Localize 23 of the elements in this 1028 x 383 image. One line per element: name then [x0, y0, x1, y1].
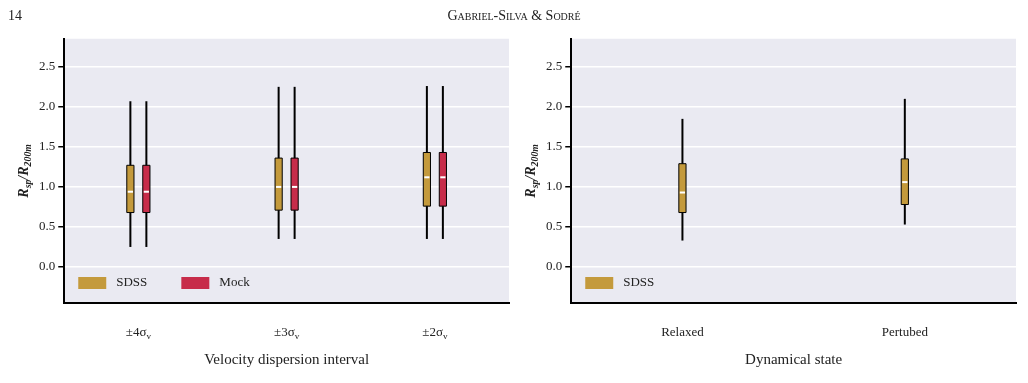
y-tick-label: 2.0 — [39, 98, 56, 114]
legend-label: SDSS — [623, 274, 655, 290]
x-axis-title: Velocity dispersion interval — [204, 350, 370, 367]
y-tick-label: 1.5 — [39, 138, 56, 154]
y-tick-label: 0.5 — [546, 218, 563, 234]
y-tick-label: 2.0 — [546, 98, 563, 114]
y-tick-label: 0.5 — [39, 218, 56, 234]
x-tick-label: Relaxed — [661, 324, 705, 340]
y-tick-label: 1.5 — [546, 138, 563, 154]
y-tick-label: 1.0 — [546, 178, 563, 194]
y-tick-label: 2.5 — [39, 58, 56, 74]
chart-title: Gabriel-Silva & Sodré — [447, 8, 581, 23]
x-tick-label: Pertubed — [881, 324, 929, 340]
y-axis-title: Rsp/R200m — [15, 143, 33, 199]
legend-label: Mock — [219, 274, 251, 290]
y-axis-title: Rsp/R200m — [522, 143, 540, 199]
text: 14 — [8, 8, 22, 24]
y-tick-label: 0.0 — [39, 258, 56, 274]
x-axis-title: Dynamical state — [745, 350, 843, 367]
y-tick-label: 1.0 — [39, 178, 56, 194]
legend-label: SDSS — [116, 274, 148, 290]
y-tick-label: 2.5 — [546, 58, 563, 74]
y-tick-label: 0.0 — [546, 258, 563, 274]
